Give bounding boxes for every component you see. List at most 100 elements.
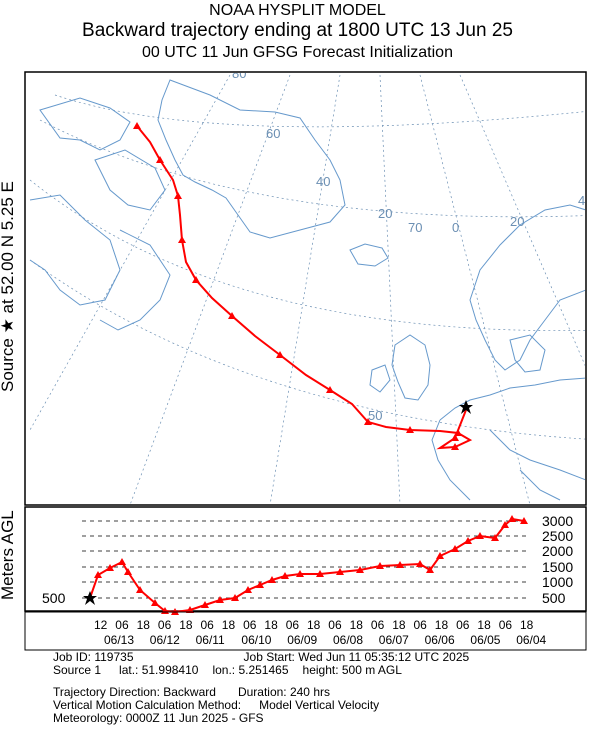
time-tick-label: 06 — [371, 618, 385, 632]
time-axis-frame — [24, 611, 587, 651]
height-marker-triangle-icon — [106, 564, 114, 571]
job-start: Job Start: Wed Jun 11 05:35:12 UTC 2025 — [243, 650, 470, 664]
meridian-20w — [379, 74, 401, 504]
height-marker-triangle-icon — [316, 570, 324, 577]
date-label: 06/09 — [287, 633, 317, 647]
time-tick-label: 18 — [392, 618, 406, 632]
height-marker-triangle-icon — [520, 517, 528, 524]
trajectory-marker-triangle-icon — [326, 386, 334, 393]
graticule-label: 20 — [510, 214, 524, 229]
arctic-island-coast — [39, 97, 131, 151]
height-tick-label: 1000 — [542, 574, 573, 590]
height-axis-title: Meters AGL — [0, 510, 17, 600]
graticule-label: 0 — [452, 220, 459, 235]
height-marker-triangle-icon — [464, 537, 472, 544]
ireland-coast — [369, 364, 391, 393]
height-tick-label: 2000 — [542, 543, 573, 559]
trajectory-marker-triangle-icon — [178, 236, 186, 243]
date-labels: 06/13 06/12 06/11 06/10 06/09 06/08 06/07 06/06… — [104, 633, 547, 647]
vertical-method-label: Vertical Motion Calculation Method: — [53, 698, 242, 712]
meridian-80w — [29, 74, 231, 431]
height-panel-frame — [24, 506, 587, 612]
time-tick-label: 06 — [456, 618, 470, 632]
source-lat: lat.: 51.998410 — [119, 663, 199, 677]
height-marker-triangle-icon — [118, 558, 126, 565]
greenland-coast — [157, 79, 346, 239]
title-line-2: Backward trajectory ending at 1800 UTC 1… — [82, 20, 513, 41]
height-marker-triangle-icon — [508, 515, 516, 522]
graticule-labels: 80 60 40 20 70 0 20 40 50 — [232, 73, 592, 423]
height-marker-triangle-icon — [491, 534, 499, 541]
parallel-80 — [54, 94, 585, 128]
date-label: 06/08 — [333, 633, 363, 647]
graticule-label: 20 — [378, 206, 392, 221]
graticule — [29, 74, 585, 504]
map-canvas: 80 60 40 20 70 0 20 40 50 — [29, 73, 592, 504]
time-tick-label: 06 — [115, 618, 129, 632]
height-marker-triangle-icon — [436, 552, 444, 559]
date-label: 06/13 — [104, 633, 134, 647]
height-markers — [94, 515, 528, 615]
meridian-60w — [129, 74, 291, 504]
meteorology: Meteorology: 0000Z 11 Jun 2025 - GFS — [53, 711, 264, 725]
trajectory-marker-triangle-icon — [228, 312, 236, 319]
height-marker-triangle-icon — [281, 572, 289, 579]
hudson-bay-coast — [29, 194, 121, 306]
source-height-star-icon — [83, 591, 97, 605]
trajectory-direction: Trajectory Direction: Backward — [53, 685, 216, 699]
title-line-3: 00 UTC 11 Jun GFSG Forecast Initializati… — [142, 44, 453, 61]
height-tick-label: 3000 — [542, 513, 573, 529]
time-tick-label: 18 — [435, 618, 449, 632]
height-marker-triangle-icon — [336, 568, 344, 575]
trajectory-marker-triangle-icon — [454, 429, 462, 436]
job-id: Job ID: 119735 — [53, 650, 134, 664]
height-marker-triangle-icon — [296, 570, 304, 577]
date-label: 06/06 — [425, 633, 455, 647]
trajectory-path — [136, 125, 473, 450]
source-number: Source 1 — [53, 663, 102, 677]
date-label: 06/07 — [379, 633, 409, 647]
height-marker-triangle-icon — [94, 571, 102, 578]
time-tick-label: 18 — [137, 618, 151, 632]
trajectory-marker-triangle-icon — [406, 426, 414, 433]
title-line-1: NOAA HYSPLIT MODEL — [209, 2, 386, 19]
meridian-0 — [419, 74, 531, 504]
height-marker-triangle-icon — [426, 566, 434, 573]
meridian-20e — [459, 74, 585, 367]
time-tick-label: 06 — [328, 618, 342, 632]
height-marker-triangle-icon — [476, 532, 484, 539]
source-lon: lon.: 5.251465 — [212, 663, 289, 677]
job-info-block: Job ID: 119735 Job Start: Wed Jun 11 05:3… — [53, 651, 469, 725]
great-britain-coast — [391, 334, 431, 401]
time-tick-label: 18 — [222, 618, 236, 632]
time-tick-label: 18 — [179, 618, 193, 632]
height-marker-triangle-icon — [216, 596, 224, 603]
graticule-label: 50 — [368, 408, 382, 423]
graticule-label: 40 — [578, 193, 592, 208]
coastlines — [29, 79, 585, 501]
height-marker-triangle-icon — [244, 586, 252, 593]
source-star-icon — [459, 400, 473, 414]
europe-coast — [431, 377, 585, 501]
trajectory-marker-triangle-icon — [156, 156, 164, 163]
trajectory-markers — [133, 122, 462, 450]
baltic-coast — [509, 334, 546, 373]
height-marker-triangle-icon — [124, 568, 132, 575]
date-label: 06/05 — [470, 633, 500, 647]
trajectory-duration: Duration: 240 hrs — [237, 685, 330, 699]
graticule-label: 70 — [408, 220, 422, 235]
graticule-label: 60 — [266, 126, 280, 141]
trajectory-marker-triangle-icon — [133, 122, 141, 129]
date-label: 06/11 — [196, 633, 225, 647]
height-ticks: 3000 2500 2000 1500 1000 500 500 — [42, 513, 573, 606]
height-marker-triangle-icon — [268, 576, 276, 583]
source-height-label: 500 — [42, 590, 66, 606]
trajectory-marker-triangle-icon — [192, 276, 200, 283]
labrador-coast — [99, 229, 171, 331]
graticule-label: 40 — [316, 174, 330, 189]
height-marker-triangle-icon — [201, 601, 209, 608]
time-tick-label: 12 — [94, 618, 108, 632]
parallel-50 — [29, 259, 585, 440]
time-tick-label: 18 — [307, 618, 321, 632]
